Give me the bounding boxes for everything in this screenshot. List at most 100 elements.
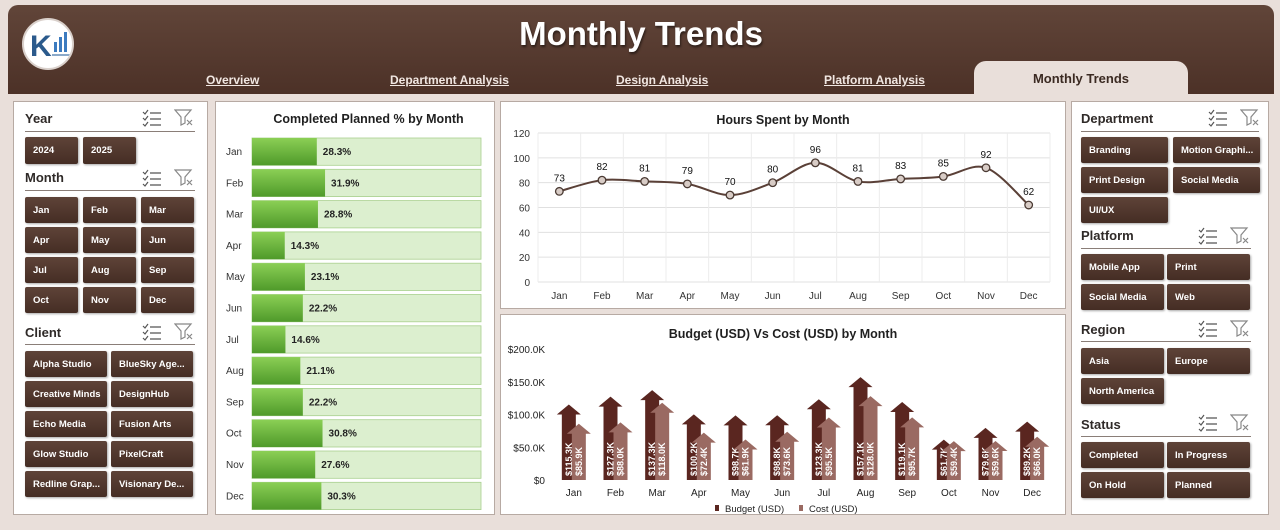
multi-select-icon[interactable] (1198, 320, 1218, 338)
client-button[interactable]: Redline Grap... (25, 471, 107, 497)
month-button[interactable]: May (83, 227, 136, 253)
status-button[interactable]: In Progress (1167, 442, 1250, 468)
cost-bar (1025, 436, 1050, 480)
department-button[interactable]: Print Design (1081, 167, 1168, 193)
y-tick-label: 120 (513, 129, 530, 140)
month-button[interactable]: Nov (83, 287, 136, 313)
cost-bar (608, 422, 633, 480)
cost-bar (650, 402, 675, 480)
client-button[interactable]: Echo Media (25, 411, 107, 437)
multi-select-icon[interactable] (1198, 227, 1218, 245)
status-button[interactable]: Completed (1081, 442, 1164, 468)
completed-chart-title: Completed Planned % by Month (273, 112, 464, 126)
data-label: $59.4K (949, 446, 959, 476)
region-button[interactable]: North America (1081, 378, 1164, 404)
platform-slicer-title: Platform (1081, 228, 1134, 243)
clear-filter-icon[interactable] (174, 169, 194, 187)
clear-filter-icon[interactable] (174, 323, 194, 341)
data-label: 81 (852, 163, 864, 174)
month-button[interactable]: Apr (25, 227, 78, 253)
platform-button[interactable]: Social Media (1081, 284, 1164, 310)
cost-bar (941, 441, 966, 480)
clear-filter-icon[interactable] (1240, 109, 1260, 127)
client-button[interactable]: PixelCraft (111, 441, 193, 467)
client-button[interactable]: DesignHub (111, 381, 193, 407)
platform-button[interactable]: Print (1167, 254, 1250, 280)
data-label: $119.1K (897, 442, 907, 476)
department-button[interactable]: Branding (1081, 137, 1168, 163)
budget-chart-panel: Budget (USD) Vs Cost (USD) by Month $0 $5… (500, 314, 1066, 515)
data-label: $118.0K (657, 442, 667, 476)
hours-chart-title: Hours Spent by Month (716, 113, 850, 127)
month-button[interactable]: Mar (141, 197, 194, 223)
data-label: $88.0K (616, 446, 626, 476)
x-tick-label: Mar (636, 291, 654, 302)
data-label: 27.6% (321, 460, 349, 471)
data-label: 30.8% (329, 429, 357, 440)
x-tick-label: May (721, 291, 740, 302)
data-label: $59.6K (991, 446, 1001, 476)
status-button[interactable]: On Hold (1081, 472, 1164, 498)
client-button[interactable]: Glow Studio (25, 441, 107, 467)
data-label: $95.5K (824, 446, 834, 476)
category-label: Jan (226, 147, 242, 158)
client-button[interactable]: Visionary De... (111, 471, 193, 497)
clear-filter-icon[interactable] (174, 109, 194, 127)
data-label: 92 (980, 150, 992, 161)
data-label: 62 (1023, 187, 1035, 198)
clear-filter-icon[interactable] (1230, 414, 1250, 432)
status-button[interactable]: Planned (1167, 472, 1250, 498)
multi-select-icon[interactable] (1208, 109, 1228, 127)
hours-chart: 0 20 40 60 80 100 120 73 Jan 82 Feb 81 Mar 79 Apr 70 May… (513, 129, 1051, 302)
tab-platform-analysis[interactable]: Platform Analysis (824, 73, 925, 87)
data-label: 79 (682, 166, 694, 177)
tab-design-analysis[interactable]: Design Analysis (616, 73, 709, 87)
svg-text:K: K (30, 30, 52, 63)
month-slicer-title: Month (25, 170, 64, 185)
year-button-2024[interactable]: 2024 (25, 137, 78, 164)
completed-chart-panel: Completed Planned % by Month Jan 28.3% Feb… (215, 101, 495, 515)
x-tick-label: Aug (849, 291, 867, 302)
month-button[interactable]: Feb (83, 197, 136, 223)
clear-filter-icon[interactable] (1230, 320, 1250, 338)
department-button[interactable]: UI/UX (1081, 197, 1168, 223)
client-button[interactable]: Fusion Arts (111, 411, 193, 437)
multi-select-icon[interactable] (142, 323, 162, 341)
y-tick-label: 100 (513, 154, 530, 165)
data-label: 22.2% (309, 304, 337, 315)
multi-select-icon[interactable] (1198, 414, 1218, 432)
category-label: Feb (226, 178, 244, 189)
data-point (1024, 200, 1034, 210)
region-button[interactable]: Europe (1167, 348, 1250, 374)
tab-monthly-trends[interactable]: Monthly Trends (974, 61, 1188, 94)
data-label: $66.0K (1032, 446, 1042, 476)
category-label: Jun (226, 304, 242, 315)
region-button[interactable]: Asia (1081, 348, 1164, 374)
month-button[interactable]: Sep (141, 257, 194, 283)
client-button[interactable]: BlueSky Age... (111, 351, 193, 377)
month-button[interactable]: Jan (25, 197, 78, 223)
data-label: $128.0K (866, 441, 876, 476)
month-button[interactable]: Dec (141, 287, 194, 313)
client-button[interactable]: Creative Minds (25, 381, 107, 407)
tab-department-analysis[interactable]: Department Analysis (390, 73, 509, 87)
year-button-2025[interactable]: 2025 (83, 137, 136, 164)
multi-select-icon[interactable] (142, 169, 162, 187)
month-button[interactable]: Aug (83, 257, 136, 283)
platform-button[interactable]: Mobile App (1081, 254, 1164, 280)
month-button[interactable]: Oct (25, 287, 78, 313)
month-button[interactable]: Jun (141, 227, 194, 253)
month-button[interactable]: Jul (25, 257, 78, 283)
legend-label: Budget (USD) (725, 504, 784, 514)
client-slicer-title: Client (25, 325, 62, 340)
clear-filter-icon[interactable] (1230, 227, 1250, 245)
platform-button[interactable]: Web (1167, 284, 1250, 310)
x-tick-label: Apr (691, 488, 707, 499)
client-button[interactable]: Alpha Studio (25, 351, 107, 377)
x-tick-label: May (731, 488, 750, 499)
tab-overview[interactable]: Overview (206, 73, 260, 87)
department-button[interactable]: Motion Graphi... (1173, 137, 1260, 163)
department-button[interactable]: Social Media (1173, 167, 1260, 193)
multi-select-icon[interactable] (142, 109, 162, 127)
y-tick-label: 40 (519, 228, 531, 239)
